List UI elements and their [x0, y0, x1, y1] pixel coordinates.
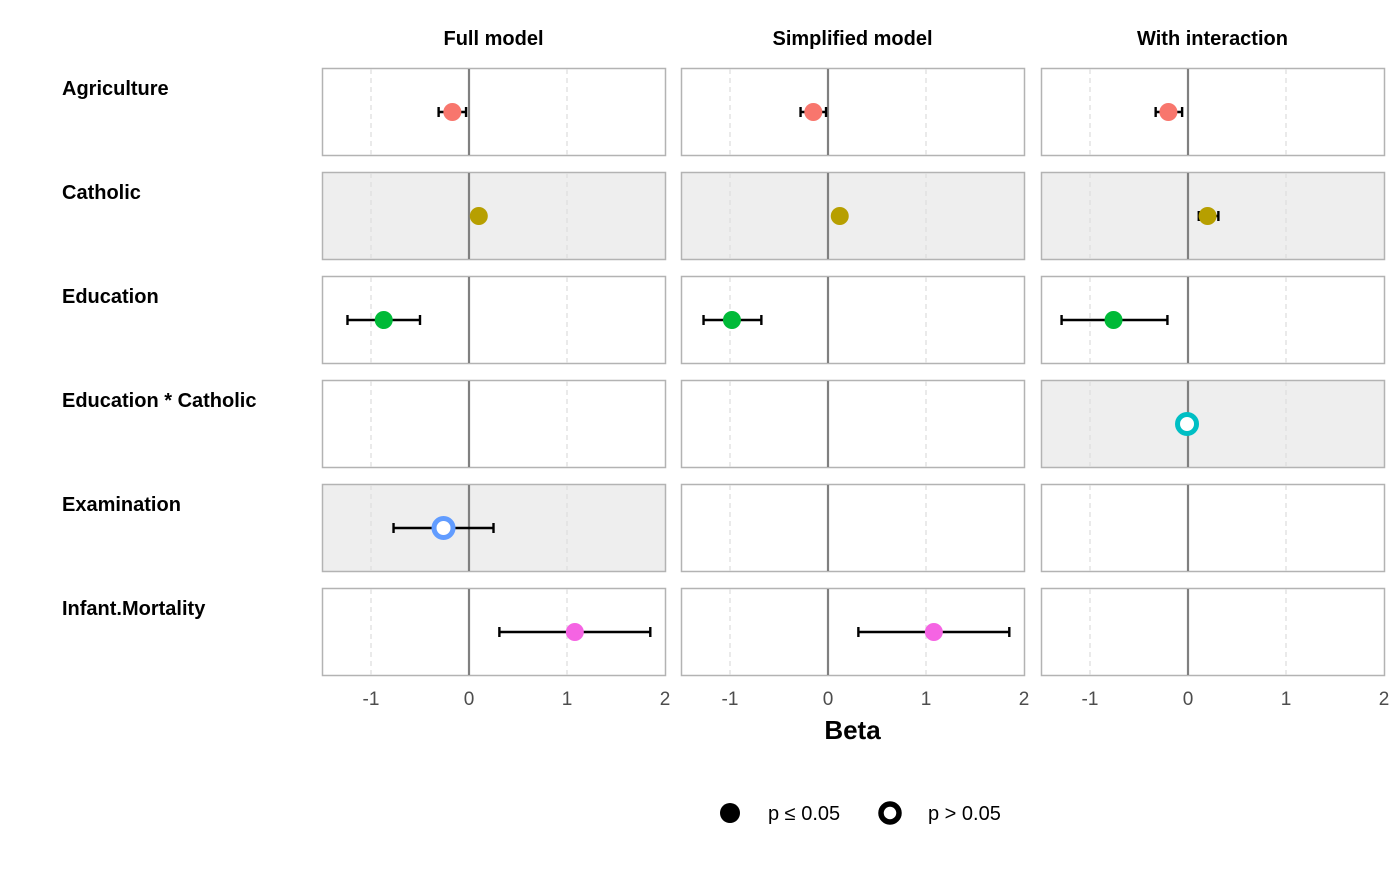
legend-key-hollow [878, 801, 902, 825]
x-tick-label: 2 [1379, 689, 1390, 710]
panel-with-interaction-agriculture [1040, 67, 1386, 157]
x-axis-title: Beta [824, 715, 881, 745]
column-title-simplified-model: Simplified model [772, 28, 932, 50]
x-tick-label: -1 [722, 689, 739, 710]
point-simplified-model-catholic [830, 207, 849, 225]
point-full-model-education [374, 311, 393, 329]
panel-with-interaction-education-catholic [1040, 379, 1386, 469]
legend-label-significant: p ≤ 0.05 [768, 803, 840, 825]
x-tick-label: 0 [1183, 689, 1194, 710]
row-label-agriculture: Agriculture [62, 78, 169, 100]
point-simplified-model-infant-mortality [924, 623, 943, 641]
x-tick-label: -1 [363, 689, 380, 710]
panel-simplified-model-examination [680, 483, 1026, 573]
panel-full-model-education-catholic [321, 379, 667, 469]
x-tick-label: 1 [562, 689, 573, 710]
row-label-education-catholic: Education * Catholic [62, 390, 256, 412]
panel-simplified-model-education-catholic [680, 379, 1026, 469]
x-tick-label: 2 [1019, 689, 1030, 710]
point-full-model-agriculture [443, 103, 462, 121]
column-title-with-interaction: With interaction [1137, 28, 1288, 50]
point-with-interaction-education [1104, 311, 1123, 329]
x-tick-label: 2 [660, 689, 671, 710]
legend-label-not-significant: p > 0.05 [928, 803, 1001, 825]
x-tick-label: 0 [464, 689, 475, 710]
panel-full-model-catholic [321, 171, 667, 261]
row-label-examination: Examination [62, 494, 181, 516]
x-tick-label: -1 [1082, 689, 1099, 710]
point-with-interaction-catholic [1198, 207, 1217, 225]
column-title-full-model: Full model [444, 28, 544, 50]
panel-simplified-model-catholic [680, 171, 1026, 261]
point-full-model-infant-mortality [565, 623, 584, 641]
point-full-model-catholic [469, 207, 488, 225]
x-tick-label: 0 [823, 689, 834, 710]
row-label-catholic: Catholic [62, 182, 141, 204]
panel-full-model-agriculture [321, 67, 667, 157]
point-simplified-model-education [722, 311, 741, 329]
row-label-infant-mortality: Infant.Mortality [62, 598, 206, 620]
panel-with-interaction-infant-mortality [1040, 587, 1386, 677]
point-with-interaction-education-catholic [1175, 412, 1200, 436]
point-full-model-examination [431, 516, 456, 540]
point-simplified-model-agriculture [804, 103, 823, 121]
point-with-interaction-agriculture [1159, 103, 1178, 121]
panel-with-interaction-examination [1040, 483, 1386, 573]
legend-key-filled [720, 803, 740, 823]
x-tick-label: 1 [921, 689, 932, 710]
row-label-education: Education [62, 286, 159, 308]
x-tick-label: 1 [1281, 689, 1292, 710]
panel-simplified-model-agriculture [680, 67, 1026, 157]
